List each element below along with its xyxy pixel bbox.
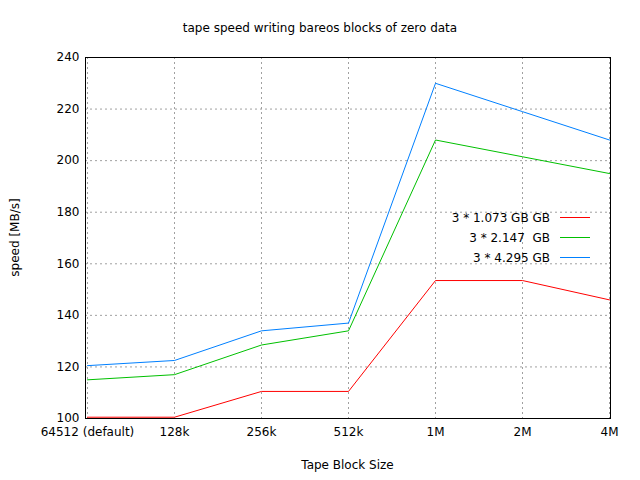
svg-text:200: 200	[57, 153, 80, 167]
svg-text:2M: 2M	[514, 425, 532, 439]
svg-text:160: 160	[57, 257, 80, 271]
svg-text:240: 240	[57, 50, 80, 64]
svg-text:1M: 1M	[427, 425, 445, 439]
svg-text:512k: 512k	[334, 425, 364, 439]
svg-text:256k: 256k	[247, 425, 277, 439]
svg-text:Tape Block Size: Tape Block Size	[300, 458, 393, 472]
svg-text:140: 140	[57, 308, 80, 322]
svg-text:3 * 2.147 GB: 3 * 2.147 GB	[469, 231, 550, 245]
svg-text:3 * 1.073 GB GB: 3 * 1.073 GB GB	[452, 211, 550, 225]
svg-text:speed [MB/s]: speed [MB/s]	[8, 198, 22, 276]
svg-text:180: 180	[57, 205, 80, 219]
svg-text:4M: 4M	[601, 425, 619, 439]
svg-text:128k: 128k	[160, 425, 190, 439]
svg-text:220: 220	[57, 102, 80, 116]
svg-text:120: 120	[57, 360, 80, 374]
svg-text:100: 100	[57, 411, 80, 425]
svg-text:tape speed writing bareos bloc: tape speed writing bareos blocks of zero…	[183, 21, 457, 35]
svg-text:64512 (default): 64512 (default)	[41, 425, 135, 439]
svg-text:3 * 4.295 GB: 3 * 4.295 GB	[473, 251, 550, 265]
